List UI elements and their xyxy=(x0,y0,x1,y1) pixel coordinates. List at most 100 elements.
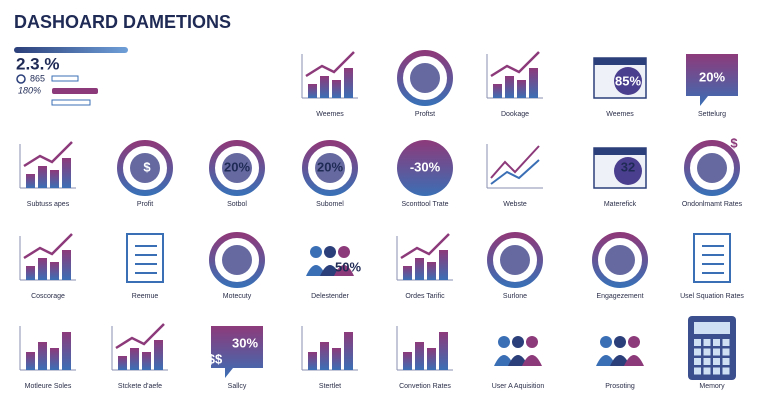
icon-bar xyxy=(38,166,47,188)
key xyxy=(694,348,701,356)
key xyxy=(722,339,730,346)
icon-label: Stertlet xyxy=(319,383,341,390)
icon-label: Profit xyxy=(137,201,153,208)
icon-bar xyxy=(26,174,35,188)
ring-core xyxy=(222,245,252,275)
icon-label: Surlone xyxy=(503,293,527,300)
icon-bar xyxy=(415,258,424,280)
icon-text: -30% xyxy=(410,159,441,174)
icon-bar xyxy=(332,80,341,98)
icon-bar xyxy=(50,170,59,188)
icon-bar xyxy=(320,76,329,98)
icon-text: $$ xyxy=(208,351,223,366)
icon-grid: Weemes Proftst Dookage 85% Weemes 20% Settelur… xyxy=(19,50,744,390)
icon-bar xyxy=(439,250,448,280)
disc xyxy=(397,140,453,196)
body xyxy=(508,355,528,366)
icon-label: Ondonlmamt Rates xyxy=(682,201,743,208)
icon-bar xyxy=(493,84,502,98)
head xyxy=(628,336,640,348)
icon-label: Motleure Soles xyxy=(25,383,72,390)
stat-bar xyxy=(51,99,91,106)
icon-label: Ordes Tarific xyxy=(405,293,445,300)
icon-label: Motecuty xyxy=(223,293,252,300)
icon-label: Engagezement xyxy=(596,293,643,300)
icon-label: Subomel xyxy=(316,201,344,208)
icon-bar xyxy=(62,250,71,280)
metric: 2.3.% xyxy=(16,54,59,73)
icon-label: Sallcy xyxy=(228,383,247,390)
key xyxy=(694,358,701,365)
icon-bar xyxy=(308,352,317,370)
doc xyxy=(693,233,731,283)
icon-label: Sconttool Trate xyxy=(401,201,448,208)
icon-label: Proftst xyxy=(415,111,435,118)
icon-bar xyxy=(403,266,412,280)
icon-text: $ xyxy=(143,159,151,174)
icon-label: User A Aquisition xyxy=(492,383,545,390)
icon-bar xyxy=(415,342,424,370)
trend-arrow xyxy=(400,233,450,260)
trend-arrow xyxy=(305,51,355,78)
icon-label: Prosoting xyxy=(605,383,635,390)
icon-text: 32 xyxy=(621,159,635,174)
head xyxy=(600,336,612,348)
trend-arrow xyxy=(23,233,73,260)
ring-core xyxy=(130,153,160,183)
trend-arrow xyxy=(490,51,540,78)
icon-label: Reemue xyxy=(132,293,159,300)
icon-bar xyxy=(26,266,35,280)
icon-label: Sotbol xyxy=(227,201,247,208)
icon-label: Weemes xyxy=(606,111,634,118)
key xyxy=(703,358,711,365)
icon-label: Settelurg xyxy=(698,111,726,118)
line xyxy=(490,159,540,185)
icon-bar xyxy=(26,352,35,370)
ring-core xyxy=(410,63,440,93)
badge xyxy=(614,67,642,95)
key xyxy=(722,348,730,356)
icon-bar xyxy=(505,76,514,98)
key xyxy=(694,339,701,346)
icon-bar xyxy=(38,258,47,280)
icon-bar xyxy=(439,332,448,370)
body xyxy=(624,355,644,366)
icon-text: 30% xyxy=(232,335,258,350)
head xyxy=(512,336,524,348)
ring-core xyxy=(500,245,530,275)
body xyxy=(320,265,340,276)
icon-bar xyxy=(344,332,353,370)
key xyxy=(703,348,711,356)
stat-bar xyxy=(52,88,98,94)
icon-label: Webste xyxy=(503,201,527,208)
window-bar xyxy=(594,148,646,155)
body xyxy=(494,355,514,366)
icon-bar xyxy=(344,68,353,98)
icon-label: Stckete d'aefe xyxy=(118,383,162,390)
key xyxy=(694,367,701,375)
head xyxy=(338,246,350,258)
icon-bar xyxy=(62,332,71,370)
badge xyxy=(614,157,642,185)
icon-label: Memory xyxy=(699,383,725,390)
stat-bar xyxy=(51,75,79,82)
window-bar xyxy=(594,58,646,65)
stat-icon xyxy=(16,74,26,84)
header-bar xyxy=(14,47,128,53)
icon-bar xyxy=(38,342,47,370)
icon-text: 20% xyxy=(317,159,343,174)
key xyxy=(703,367,711,375)
icon-text: 85% xyxy=(615,73,641,88)
icon-bar xyxy=(142,352,151,370)
key xyxy=(713,348,720,356)
icon-bar xyxy=(50,262,59,280)
body xyxy=(522,355,542,366)
stat: 865 xyxy=(30,73,45,83)
icon-bar xyxy=(427,262,436,280)
stat: 180% xyxy=(18,85,41,95)
icon-text: 50% xyxy=(335,259,361,274)
key xyxy=(713,367,720,375)
key xyxy=(703,339,711,346)
key xyxy=(722,367,730,375)
